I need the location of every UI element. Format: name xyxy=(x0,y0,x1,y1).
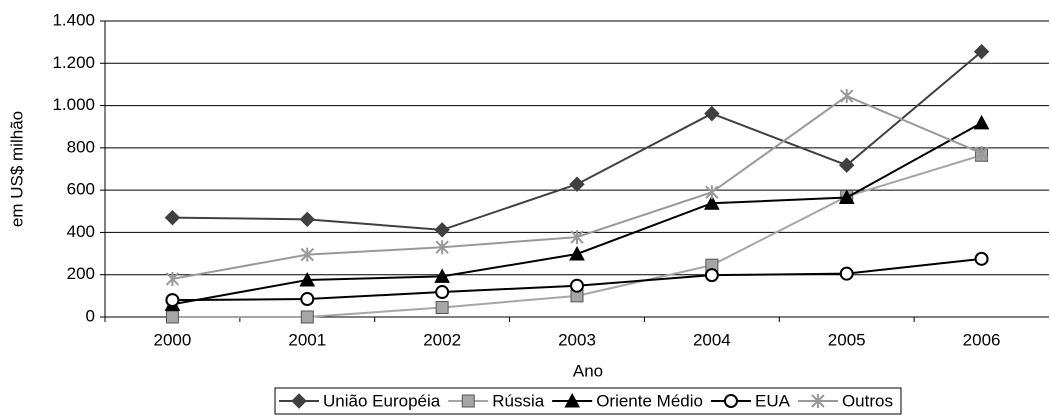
y-tick-label: 400 xyxy=(67,222,95,241)
marker xyxy=(165,293,180,308)
y-tick-label: 1.400 xyxy=(52,10,95,29)
y-tick-label: 200 xyxy=(67,264,95,283)
y-tick-label: 1.200 xyxy=(52,53,95,72)
y-tick-label: 800 xyxy=(67,137,95,156)
marker xyxy=(461,394,475,408)
legend-item: Rússia xyxy=(448,391,545,410)
marker xyxy=(299,271,316,287)
legend-item: Outros xyxy=(797,391,893,410)
marker xyxy=(299,211,315,228)
marker xyxy=(434,222,450,238)
marker xyxy=(300,247,314,262)
legend-label: União Européia xyxy=(323,391,441,410)
marker xyxy=(570,278,584,293)
x-axis-label: Ano xyxy=(573,361,603,380)
marker xyxy=(300,292,315,307)
marker xyxy=(570,230,584,245)
marker xyxy=(434,268,450,283)
y-tick-label: 600 xyxy=(67,180,95,199)
legend-label: EUA xyxy=(755,391,791,410)
line xyxy=(172,50,983,231)
x-tick-label: 2003 xyxy=(558,330,596,349)
marker xyxy=(838,189,855,205)
marker xyxy=(840,89,854,104)
series xyxy=(165,89,989,286)
series xyxy=(164,43,990,238)
y-tick-label: 0 xyxy=(86,306,95,325)
legend-label: Rússia xyxy=(492,391,545,410)
marker xyxy=(291,393,307,409)
marker xyxy=(300,310,314,324)
marker xyxy=(973,114,990,130)
marker xyxy=(164,209,181,226)
legend-item: União Européia xyxy=(279,391,441,410)
y-axis-label: em US$ milhão xyxy=(7,111,26,227)
legend-label: Outros xyxy=(842,391,893,410)
marker xyxy=(705,185,719,200)
marker xyxy=(165,271,180,286)
marker xyxy=(839,266,854,281)
line xyxy=(172,122,983,306)
marker xyxy=(564,392,581,408)
marker xyxy=(811,394,825,408)
marker xyxy=(723,394,738,408)
x-tick-label: 2005 xyxy=(828,330,866,349)
legend: União Européia Rússia Oriente Médio EUA Outr… xyxy=(274,387,902,415)
legend-item: EUA xyxy=(710,391,791,410)
marker xyxy=(704,195,720,210)
legend-item: Oriente Médio xyxy=(552,391,703,410)
x-tick-label: 2001 xyxy=(288,330,326,349)
series xyxy=(165,251,989,308)
y-tick-label: 1.000 xyxy=(52,95,95,114)
marker xyxy=(435,285,450,300)
marker xyxy=(704,268,719,283)
x-tick-label: 2006 xyxy=(963,330,1001,349)
marker xyxy=(435,240,449,255)
x-tick-label: 2002 xyxy=(423,330,461,349)
marker xyxy=(165,310,179,324)
x-tick-label: 2004 xyxy=(693,330,731,349)
marker xyxy=(974,146,989,161)
marker xyxy=(569,245,585,261)
marker xyxy=(435,300,449,314)
x-tick-label: 2000 xyxy=(154,330,192,349)
marker xyxy=(569,176,585,192)
marker xyxy=(704,105,720,122)
marker xyxy=(973,43,990,60)
marker xyxy=(839,157,855,173)
legend-label: Oriente Médio xyxy=(596,391,703,410)
marker xyxy=(974,251,989,266)
